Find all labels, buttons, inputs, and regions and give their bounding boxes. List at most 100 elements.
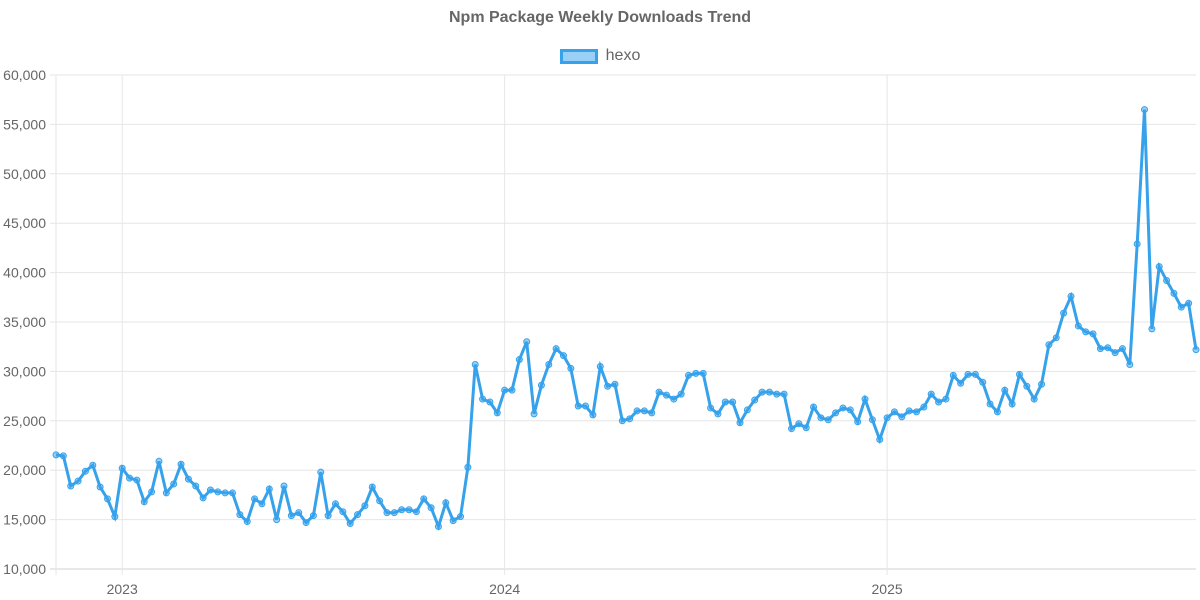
- data-point[interactable]: [1074, 322, 1082, 330]
- data-point[interactable]: [258, 500, 266, 508]
- data-point[interactable]: [802, 424, 810, 432]
- data-point[interactable]: [309, 512, 317, 520]
- data-point[interactable]: [692, 369, 700, 377]
- data-point[interactable]: [582, 402, 590, 410]
- data-point[interactable]: [913, 408, 921, 416]
- data-point[interactable]: [376, 497, 384, 505]
- data-point[interactable]: [442, 499, 450, 507]
- data-point[interactable]: [339, 508, 347, 516]
- data-point[interactable]: [523, 338, 531, 346]
- data-point[interactable]: [111, 513, 119, 521]
- data-point[interactable]: [986, 400, 994, 408]
- data-point[interactable]: [640, 407, 648, 415]
- data-point[interactable]: [354, 511, 362, 519]
- data-point[interactable]: [1177, 303, 1185, 311]
- data-point[interactable]: [662, 391, 670, 399]
- data-point[interactable]: [140, 498, 148, 506]
- data-point[interactable]: [1111, 349, 1119, 357]
- data-point[interactable]: [618, 417, 626, 425]
- data-point[interactable]: [508, 386, 516, 394]
- data-point[interactable]: [317, 468, 325, 476]
- data-point[interactable]: [839, 404, 847, 412]
- data-point[interactable]: [265, 485, 273, 493]
- data-point[interactable]: [707, 404, 715, 412]
- data-point[interactable]: [817, 414, 825, 422]
- data-point[interactable]: [184, 475, 192, 483]
- data-point[interactable]: [89, 461, 97, 469]
- data-point[interactable]: [1170, 289, 1178, 297]
- data-point[interactable]: [515, 356, 523, 364]
- data-point[interactable]: [1185, 299, 1193, 307]
- data-point[interactable]: [1082, 328, 1090, 336]
- data-point[interactable]: [1148, 325, 1156, 333]
- data-point[interactable]: [427, 504, 435, 512]
- data-point[interactable]: [148, 488, 156, 496]
- data-point[interactable]: [251, 495, 259, 503]
- data-point[interactable]: [1089, 330, 1097, 338]
- data-point[interactable]: [670, 395, 678, 403]
- data-point[interactable]: [177, 460, 185, 468]
- data-point[interactable]: [559, 352, 567, 360]
- data-point[interactable]: [530, 410, 538, 418]
- data-point[interactable]: [118, 464, 126, 472]
- data-point[interactable]: [1133, 240, 1141, 248]
- data-point[interactable]: [824, 416, 832, 424]
- data-point[interactable]: [74, 477, 82, 485]
- data-point[interactable]: [479, 395, 487, 403]
- data-point[interactable]: [1060, 309, 1068, 317]
- data-point[interactable]: [1045, 341, 1053, 349]
- data-point[interactable]: [471, 360, 479, 368]
- data-point[interactable]: [736, 419, 744, 427]
- data-point[interactable]: [162, 489, 170, 497]
- data-point[interactable]: [964, 370, 972, 378]
- data-point[interactable]: [714, 410, 722, 418]
- data-point[interactable]: [493, 409, 501, 417]
- data-point[interactable]: [59, 452, 67, 460]
- data-point[interactable]: [942, 395, 950, 403]
- data-point[interactable]: [773, 390, 781, 398]
- data-point[interactable]: [1030, 395, 1038, 403]
- data-point[interactable]: [890, 408, 898, 416]
- data-point[interactable]: [236, 511, 244, 519]
- legend-label-hexo[interactable]: hexo: [605, 47, 641, 64]
- data-point[interactable]: [464, 463, 472, 471]
- data-point[interactable]: [626, 415, 634, 423]
- data-point[interactable]: [552, 345, 560, 353]
- data-point[interactable]: [648, 409, 656, 417]
- data-point[interactable]: [287, 512, 295, 520]
- data-point[interactable]: [103, 495, 111, 503]
- data-point[interactable]: [214, 488, 222, 496]
- data-point[interactable]: [434, 523, 442, 531]
- data-point[interactable]: [1023, 382, 1031, 390]
- data-point[interactable]: [729, 398, 737, 406]
- data-point[interactable]: [412, 508, 420, 516]
- data-point[interactable]: [699, 369, 707, 377]
- data-point[interactable]: [1118, 345, 1126, 353]
- data-point[interactable]: [810, 403, 818, 411]
- data-point[interactable]: [199, 494, 207, 502]
- data-point[interactable]: [751, 396, 759, 404]
- data-point[interactable]: [537, 381, 545, 389]
- data-point[interactable]: [567, 364, 575, 372]
- data-point[interactable]: [133, 476, 141, 484]
- data-point[interactable]: [1096, 345, 1104, 353]
- data-point[interactable]: [868, 416, 876, 424]
- data-point[interactable]: [398, 506, 406, 514]
- data-point[interactable]: [405, 506, 413, 514]
- data-point[interactable]: [876, 436, 884, 444]
- data-point[interactable]: [927, 390, 935, 398]
- data-point[interactable]: [743, 406, 751, 414]
- data-point[interactable]: [832, 409, 840, 417]
- data-point[interactable]: [795, 420, 803, 428]
- data-point[interactable]: [457, 513, 465, 521]
- data-point[interactable]: [221, 489, 229, 497]
- data-point[interactable]: [677, 390, 685, 398]
- data-point[interactable]: [280, 482, 288, 490]
- data-point[interactable]: [611, 380, 619, 388]
- data-point[interactable]: [846, 406, 854, 414]
- data-point[interactable]: [1155, 263, 1163, 271]
- data-point[interactable]: [170, 480, 178, 488]
- data-point[interactable]: [420, 495, 428, 503]
- data-point[interactable]: [81, 467, 89, 475]
- data-point[interactable]: [302, 519, 310, 527]
